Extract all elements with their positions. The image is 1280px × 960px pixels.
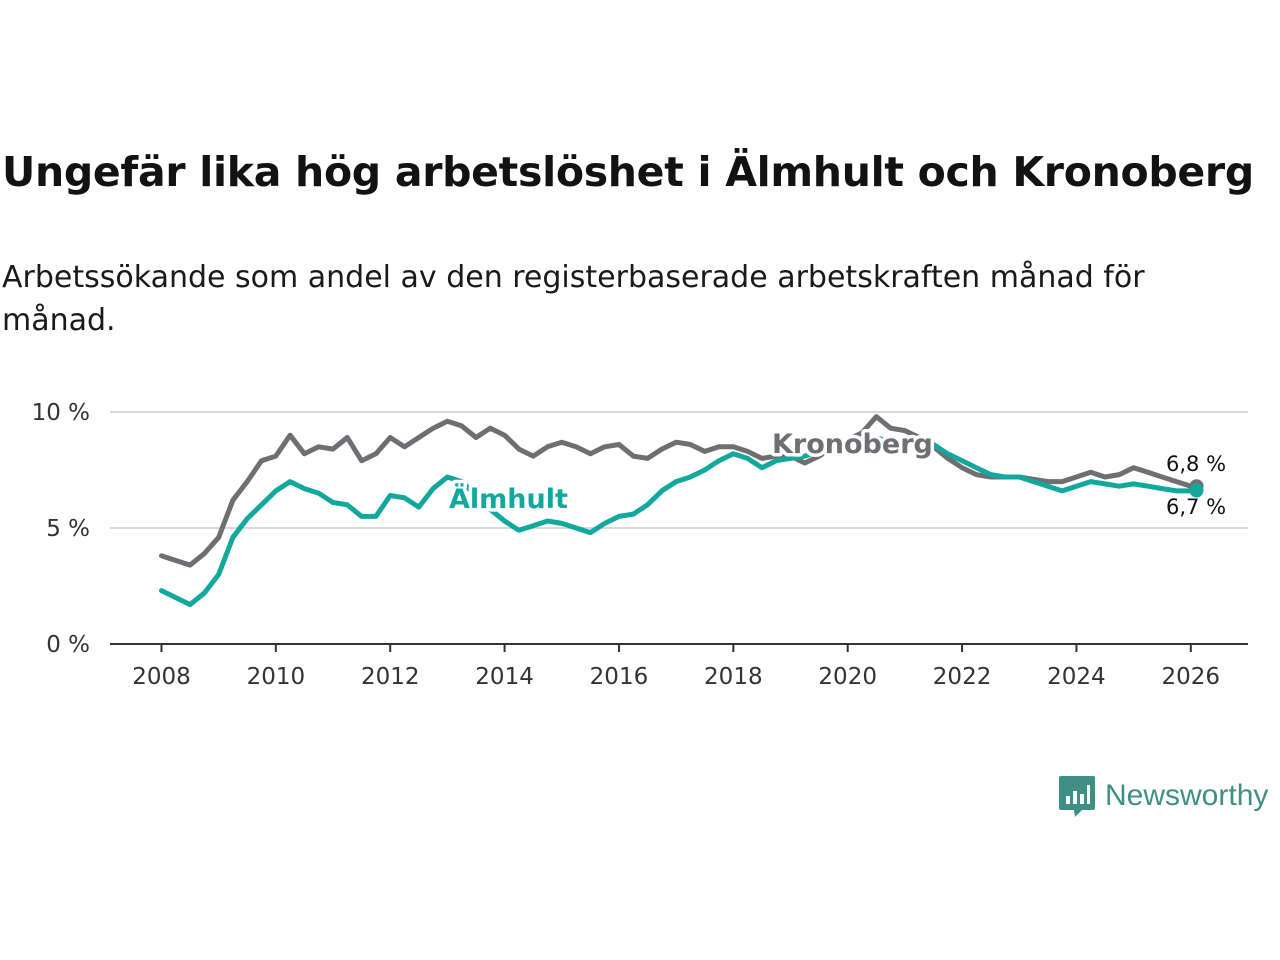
x-tick-label: 2016	[590, 664, 649, 690]
y-tick-label: 0 %	[46, 632, 90, 658]
x-tick-label: 2014	[475, 664, 534, 690]
x-tick-label: 2010	[247, 664, 306, 690]
brand-logo: Newsworthy	[1058, 774, 1268, 818]
end-point-almhult	[1189, 483, 1204, 498]
end-label-kronoberg: 6,8 %	[1166, 452, 1226, 476]
y-tick-label: 5 %	[46, 516, 90, 542]
x-tick-label: 2022	[933, 664, 992, 690]
series-line-almhult	[159, 435, 1199, 608]
series-label-almhult: Älmhult	[449, 483, 568, 515]
end-label-almhult: 6,7 %	[1166, 495, 1226, 519]
series-label-kronoberg: Kronoberg	[772, 429, 933, 460]
x-tick-label: 2024	[1047, 664, 1106, 690]
y-tick-label: 10 %	[32, 400, 90, 426]
chart-title: Ungefär lika hög arbetslöshet i Älmhult …	[2, 148, 1254, 196]
chart-subtitle: Arbetssökande som andel av den registerb…	[2, 260, 1145, 338]
bar-chart-badge-icon	[1059, 776, 1095, 817]
x-tick-label: 2020	[818, 664, 877, 690]
x-tick-label: 2026	[1162, 664, 1221, 690]
x-tick-label: 2008	[132, 664, 191, 690]
brand-name: Newsworthy	[1105, 779, 1269, 812]
x-tick-label: 2012	[361, 664, 420, 690]
x-tick-label: 2018	[704, 664, 763, 690]
